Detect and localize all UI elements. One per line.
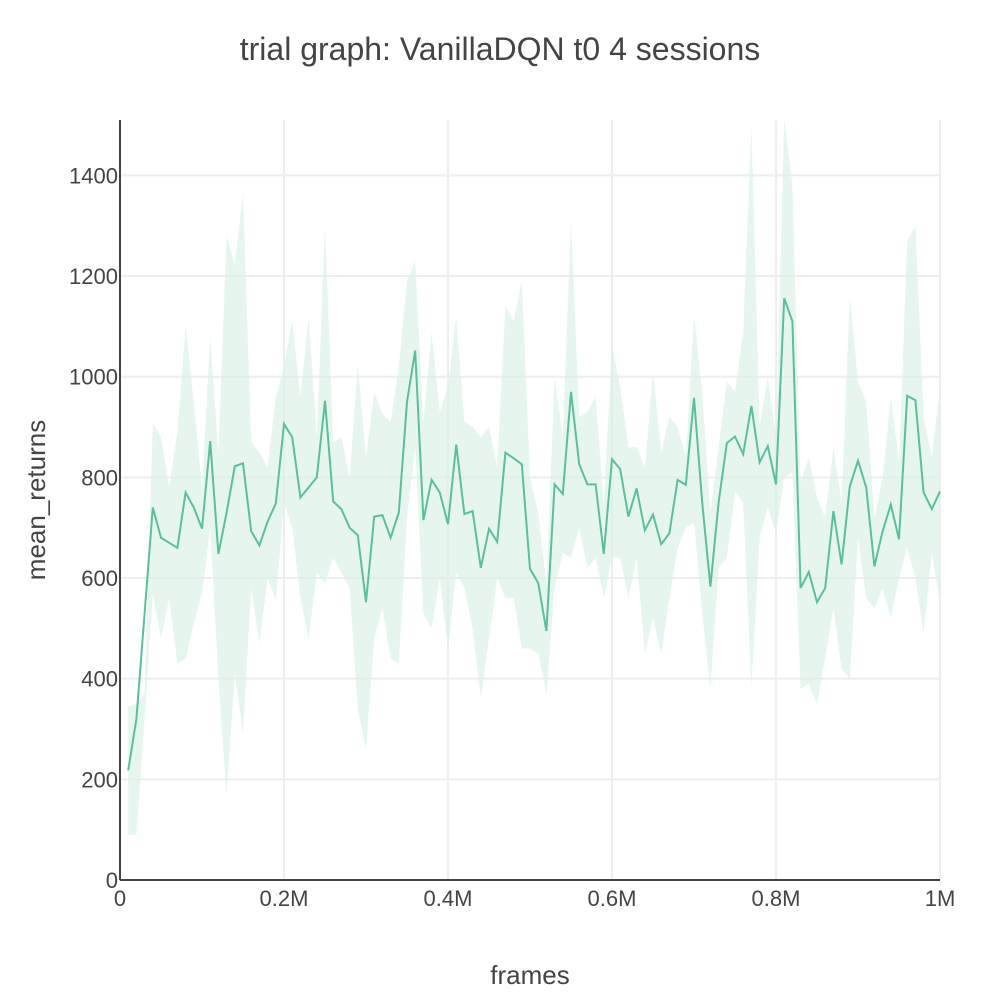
- x-axis-label: frames: [490, 960, 569, 990]
- y-tick-label: 1000: [69, 365, 118, 390]
- chart-title: trial graph: VanillaDQN t0 4 sessions: [240, 31, 761, 67]
- x-tick-label: 0: [114, 886, 126, 911]
- y-tick-label: 400: [81, 667, 118, 692]
- x-tick-label: 0.4M: [424, 886, 473, 911]
- y-tick-label: 600: [81, 566, 118, 591]
- y-tick-label: 0: [106, 868, 118, 893]
- confidence-band: [128, 120, 940, 835]
- y-tick-label: 1400: [69, 163, 118, 188]
- y-tick-labels: 0 200 400 600 800 1000 1200 1400: [69, 163, 118, 893]
- x-tick-label: 0.2M: [260, 886, 309, 911]
- y-tick-label: 800: [81, 465, 118, 490]
- y-tick-label: 200: [81, 767, 118, 792]
- series-line: [127, 297, 941, 771]
- x-tick-label: 0.6M: [588, 886, 637, 911]
- y-axis-label: mean_returns: [21, 420, 51, 580]
- x-tick-labels: 0 0.2M 0.4M 0.6M 0.8M 1M: [114, 886, 955, 911]
- x-tick-label: 1M: [925, 886, 956, 911]
- x-tick-label: 0.8M: [752, 886, 801, 911]
- y-tick-label: 1200: [69, 264, 118, 289]
